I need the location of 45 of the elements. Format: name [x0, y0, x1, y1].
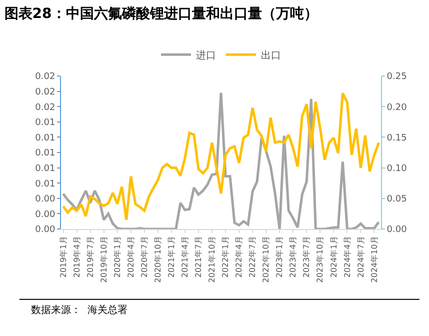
- y2-tick-label: 0.10: [386, 164, 408, 174]
- x-tick-label: 2024年1月: [329, 236, 338, 278]
- y-tick-label: 0.02: [35, 87, 56, 98]
- legend-label: 进口: [196, 49, 216, 62]
- y-tick-label: 0.01: [35, 118, 56, 128]
- x-tick-label: 2019年1月: [58, 236, 68, 278]
- x-tick-label: 2019年4月: [72, 236, 82, 278]
- x-tick-label: 2021年10月: [208, 236, 217, 283]
- y-tick-label: 0.02: [35, 72, 56, 82]
- x-tick-label: 2022年1月: [221, 236, 230, 278]
- x-tick-label: 2023年4月: [288, 236, 298, 278]
- x-tick-label: 2024年10月: [370, 236, 379, 283]
- y-tick-label: 0.01: [35, 133, 56, 144]
- x-tick-label: 2023年10月: [316, 236, 325, 283]
- y-tick-label: 0.00: [35, 194, 56, 205]
- x-tick-label: 2023年1月: [275, 236, 284, 278]
- legend-label: 出口: [261, 49, 281, 62]
- y-tick-label: 0.01: [35, 179, 56, 190]
- x-tick-label: 2022年10月: [262, 236, 271, 283]
- x-tick-label: 2020年10月: [154, 236, 162, 283]
- x-tick-label: 2019年10月: [99, 236, 108, 283]
- x-tick-label: 2020年1月: [112, 236, 122, 278]
- x-tick-label: 2021年7月: [194, 236, 204, 278]
- y2-tick-label: 0.15: [386, 133, 407, 144]
- x-tick-label: 2022年4月: [234, 236, 244, 278]
- chart-title: 图表28：中国六氟磷酸锂进口量和出口量（万吨）: [4, 5, 318, 22]
- x-tick-label: 2024年4月: [342, 236, 352, 278]
- x-tick-label: 2021年4月: [180, 236, 190, 278]
- y-tick-label: 0.00: [35, 210, 56, 220]
- y-tick-label: 0.02: [35, 102, 56, 113]
- x-tick-label: 2019年7月: [86, 236, 95, 278]
- y-tick-label: 0.00: [35, 225, 56, 236]
- x-tick-label: 2024年7月: [356, 236, 366, 278]
- x-tick-label: 2023年7月: [302, 236, 312, 278]
- y2-tick-label: 0.00: [386, 225, 408, 236]
- x-tick-label: 2022年7月: [248, 236, 258, 278]
- y2-tick-label: 0.20: [386, 102, 408, 113]
- source-note: 数据来源： 海关总署: [31, 304, 128, 316]
- y-tick-label: 0.01: [35, 148, 56, 159]
- y2-tick-label: 0.05: [386, 194, 407, 205]
- x-tick-label: 2020年4月: [126, 236, 136, 278]
- y-tick-label: 0.01: [35, 164, 56, 174]
- x-tick-label: 2020年7月: [140, 236, 149, 278]
- y2-tick-label: 0.25: [386, 72, 407, 82]
- x-tick-label: 2021年1月: [167, 236, 176, 278]
